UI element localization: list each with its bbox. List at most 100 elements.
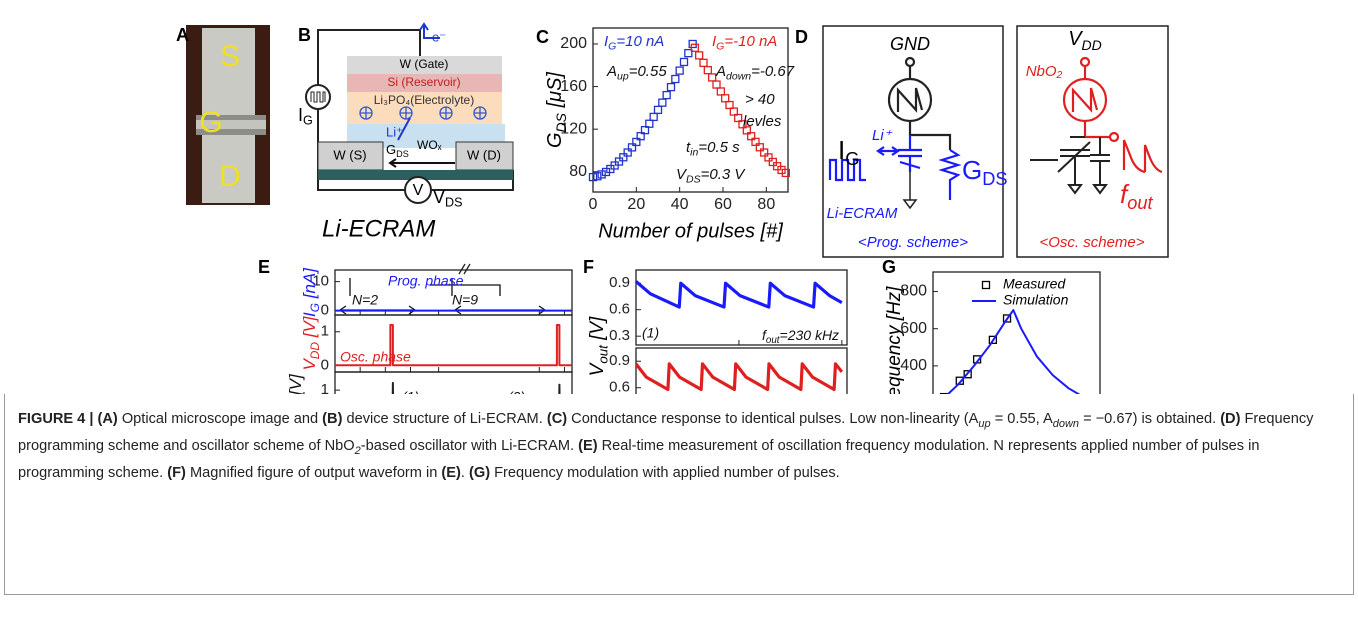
caption-text: Frequency modulation with applied number…	[490, 465, 840, 481]
marker	[620, 154, 627, 161]
label-part: DS	[982, 169, 1007, 189]
layer-label: Li₃PO₄(Electrolyte)	[374, 93, 474, 107]
layer-label: Si (Reservoir)	[387, 75, 460, 89]
caption-text: .	[461, 465, 469, 481]
label-part: G	[308, 303, 322, 312]
marker	[655, 106, 662, 113]
annotation: N=9	[452, 292, 478, 308]
y-tick-label: 200	[560, 35, 587, 52]
label-part: G	[303, 114, 313, 128]
marker	[650, 113, 657, 120]
marker	[761, 149, 768, 156]
marker	[598, 171, 605, 178]
caption-text: (E)	[578, 438, 597, 454]
caption-text: down	[1053, 418, 1079, 430]
legend-label: Measured	[1003, 276, 1066, 292]
scheme-label: <Osc. scheme>	[1039, 234, 1144, 251]
annotation: > 40	[745, 91, 775, 108]
label-part: G	[716, 40, 724, 52]
caption: FIGURE 4 | (A) Optical microscope image …	[4, 394, 1354, 595]
label-part: up	[617, 70, 629, 82]
label-part: [V]	[587, 316, 608, 345]
y-axis-label: Vout [V]	[286, 373, 308, 394]
annotation: Prog. phase	[388, 273, 464, 289]
panel-letter: C	[536, 27, 549, 47]
x-tick-label: 80	[757, 196, 775, 213]
ion-label: Li⁺	[386, 124, 403, 139]
label-part: G	[962, 155, 982, 185]
caption-text: (G)	[469, 465, 490, 481]
label-part: [V]	[300, 315, 319, 342]
label-part: down	[726, 70, 751, 82]
y-tick-label: 0.6	[609, 379, 630, 394]
terminal-label: D	[219, 160, 241, 193]
panel-letter: A	[176, 25, 189, 45]
legend-label: Simulation	[1003, 292, 1069, 308]
marker	[769, 158, 776, 165]
label-part: =0.3 V	[701, 166, 747, 183]
x-tick-label: 0	[589, 196, 598, 213]
marker	[700, 59, 707, 66]
caption-text: -based oscillator with Li-ECRAM.	[361, 438, 578, 454]
label-part: DS	[686, 173, 701, 185]
label-part: out	[595, 344, 610, 364]
y-axis-label: VDD [V]	[300, 315, 322, 370]
annotation: IG=10 nA	[604, 33, 664, 52]
marker	[765, 154, 772, 161]
marker	[672, 76, 679, 83]
marker	[676, 67, 683, 74]
x-tick-label: 60	[714, 196, 732, 213]
annotation: IG=-10 nA	[712, 33, 777, 52]
legend-marker	[983, 282, 990, 289]
label-part: =10 nA	[616, 33, 664, 50]
label-part: G	[608, 40, 616, 52]
line	[335, 383, 572, 394]
current-label: IG	[298, 105, 313, 128]
panel-letter: E	[258, 257, 270, 277]
annotation: N=2	[352, 292, 378, 308]
annotation: Aup=0.55	[606, 63, 667, 82]
caption-text: Optical microscope image and	[118, 411, 322, 427]
electron-label: e⁻	[432, 29, 446, 44]
electrode-label: W (S)	[333, 147, 366, 162]
scheme-label: <Prog. scheme>	[858, 234, 968, 251]
ground	[904, 172, 916, 208]
label-part: G	[386, 142, 396, 157]
y-tick-label: 0.9	[609, 352, 630, 369]
label-part: V	[433, 187, 445, 207]
label-part: =230 kHz	[780, 327, 840, 343]
label-part: [V]	[286, 373, 305, 394]
line	[636, 364, 842, 390]
y-tick-label: 0.9	[609, 274, 630, 291]
marker	[668, 84, 675, 91]
label-part: I	[838, 135, 845, 165]
prog-circuit	[889, 58, 950, 150]
panel-letter: G	[882, 257, 896, 277]
channel-label: WOₓ	[417, 138, 442, 152]
caption-text: (C)	[547, 411, 567, 427]
caption-text: (D)	[1220, 411, 1240, 427]
label-part: [μS]	[544, 72, 566, 113]
electrode-label: W (D)	[467, 147, 501, 162]
marker	[722, 95, 729, 102]
device-label: Li-ECRAM	[827, 205, 898, 222]
annotation: (1)	[642, 325, 659, 341]
caption-text: (B)	[322, 411, 342, 427]
osc-device	[1030, 137, 1110, 193]
marker	[681, 58, 688, 65]
caption-text: Magnified figure of output waveform in	[186, 465, 442, 481]
label-part: out	[1127, 193, 1153, 213]
marker	[717, 88, 724, 95]
panel-letter: D	[795, 27, 808, 47]
marker	[713, 81, 720, 88]
y-axis-label: Vout [V]	[587, 316, 610, 376]
terminal-label: S	[220, 40, 240, 73]
channel-arrow	[390, 159, 455, 167]
label-part: DS	[396, 149, 409, 159]
annotation: tin=0.5 s	[686, 139, 740, 158]
label-part: =-0.67	[751, 63, 795, 80]
ground-label: GND	[890, 34, 930, 54]
marker	[696, 52, 703, 59]
marker	[663, 92, 670, 99]
x-axis-label: Number of pulses [#]	[598, 220, 783, 242]
